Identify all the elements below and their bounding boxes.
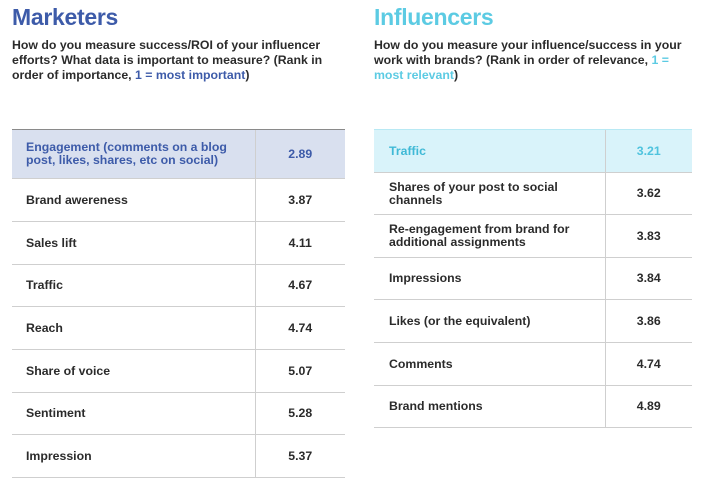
rank-value: 4.67 <box>254 264 345 307</box>
influencers-question-end: ) <box>453 68 459 82</box>
rank-value: 3.86 <box>604 299 692 343</box>
table-row: Engagement (comments on a blog post, lik… <box>12 129 345 179</box>
rank-value: 3.62 <box>604 172 692 215</box>
table-row: Reach 4.74 <box>12 306 345 350</box>
metric-label: Reach <box>12 306 255 350</box>
rank-value: 4.74 <box>254 306 345 350</box>
table-row: Likes (or the equivalent) 3.86 <box>374 299 692 343</box>
influencers-question-text: How do you measure your influence/succes… <box>374 38 682 67</box>
rank-value: 2.89 <box>254 129 345 179</box>
table-row: Brand awereness 3.87 <box>12 178 345 222</box>
marketers-question-end: ) <box>245 68 250 82</box>
rank-value: 5.07 <box>254 349 345 393</box>
influencers-table: Traffic 3.21 Shares of your post to social… <box>374 129 692 428</box>
rank-value: 3.84 <box>604 257 692 300</box>
metric-label: Traffic <box>374 129 605 173</box>
rank-value: 5.28 <box>254 392 345 435</box>
table-row: Traffic 4.67 <box>12 264 345 307</box>
metric-label: Brand mentions <box>374 385 605 428</box>
metric-label: Shares of your post to social channels <box>374 172 605 215</box>
metric-label: Impressions <box>374 257 605 300</box>
table-row: Sentiment 5.28 <box>12 392 345 435</box>
table-row: Shares of your post to social channels 3.… <box>374 172 692 215</box>
marketers-question: How do you measure success/ROI of your i… <box>12 38 342 83</box>
table-row: Brand mentions 4.89 <box>374 385 692 428</box>
rank-value: 3.83 <box>604 214 692 258</box>
metric-label: Share of voice <box>12 349 255 393</box>
metric-label: Likes (or the equivalent) <box>374 299 605 343</box>
influencers-question-highlight: 1 = most relevant <box>374 53 669 82</box>
marketers-question-text: How do you measure success/ROI of your i… <box>12 38 323 82</box>
rank-value: 5.37 <box>254 434 345 478</box>
table-row: Comments 4.74 <box>374 342 692 386</box>
rank-value: 4.11 <box>254 221 345 265</box>
marketers-question-highlight: 1 = most important <box>135 68 246 82</box>
table-row: Re-engagement from brand for additional … <box>374 214 692 258</box>
metric-label: Traffic <box>12 264 255 307</box>
metric-label: Sales lift <box>12 221 255 265</box>
table-row: Traffic 3.21 <box>374 129 692 173</box>
rank-value: 4.89 <box>604 385 692 428</box>
metric-label: Re-engagement from brand for additional … <box>374 214 605 258</box>
table-row: Impression 5.37 <box>12 434 345 478</box>
metric-label: Sentiment <box>12 392 255 435</box>
rank-value: 3.87 <box>254 178 345 222</box>
table-row: Impressions 3.84 <box>374 257 692 300</box>
metric-label: Brand awereness <box>12 178 255 222</box>
metric-label: Engagement (comments on a blog post, lik… <box>12 129 255 179</box>
marketers-title: Marketers <box>12 4 118 30</box>
rank-value: 3.21 <box>604 129 692 173</box>
table-row: Share of voice 5.07 <box>12 349 345 393</box>
influencers-title: Influencers <box>374 4 494 30</box>
metric-label: Comments <box>374 342 605 386</box>
marketers-table: Engagement (comments on a blog post, lik… <box>12 129 345 478</box>
rank-value: 4.74 <box>604 342 692 386</box>
table-row: Sales lift 4.11 <box>12 221 345 265</box>
metric-label: Impression <box>12 434 255 478</box>
influencers-question: How do you measure your influence/succes… <box>374 38 690 83</box>
